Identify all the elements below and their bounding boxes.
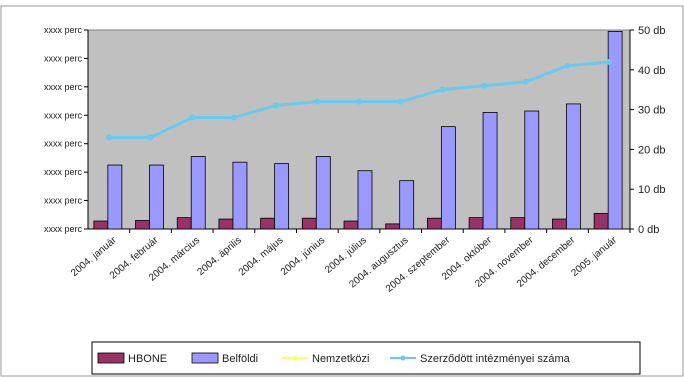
bar-hbone-8 (426, 217, 442, 230)
bar-hbone-12 (593, 212, 609, 230)
line-point-12 (606, 58, 613, 65)
line-point-9 (481, 82, 488, 89)
bar-belf-ldi-11 (566, 103, 581, 230)
legend-swatch (97, 352, 125, 364)
right-axis-tick-label: 40 db (638, 65, 666, 77)
legend-box (91, 341, 641, 375)
left-axis-tick-label: xxxx perc (44, 25, 83, 35)
line-point-7 (397, 98, 404, 105)
line-point-1 (147, 134, 154, 141)
left-axis-tick-label: xxxx perc (44, 82, 83, 92)
bar-belf-ldi-10 (524, 110, 540, 230)
bar-belf-ldi-1 (149, 164, 164, 230)
line-point-0 (105, 134, 112, 141)
right-axis-tick-label: 50 db (638, 25, 666, 37)
bar-belf-ldi-8 (440, 126, 456, 230)
bar-belf-ldi-9 (482, 112, 498, 230)
line-point-10 (522, 78, 529, 85)
bar-belf-ldi-5 (315, 156, 331, 230)
line-point-3 (230, 114, 237, 121)
bar-hbone-9 (468, 217, 484, 230)
left-axis-tick-label: xxxx perc (44, 167, 83, 177)
bar-hbone-5 (301, 217, 317, 230)
legend-swatch (191, 352, 219, 364)
right-axis-tick-label: 10 db (638, 184, 666, 196)
bar-belf-ldi-4 (274, 163, 290, 230)
bar-belf-ldi-6 (357, 170, 373, 230)
bar-hbone-1 (135, 220, 150, 230)
right-axis-tick-label: 0 db (638, 224, 659, 236)
bar-belf-ldi-7 (399, 180, 415, 230)
bar-belf-ldi-3 (232, 161, 248, 230)
bar-belf-ldi-0 (107, 164, 123, 230)
bar-belf-ldi-2 (190, 156, 206, 230)
legend-label: Szerződött intézményei száma (420, 353, 571, 365)
bar-hbone-4 (260, 217, 276, 230)
bar-hbone-2 (176, 217, 192, 230)
bar-hbone-10 (510, 217, 526, 230)
left-axis-tick-label: xxxx perc (44, 224, 83, 234)
line-point-4 (272, 102, 279, 109)
line-point-8 (439, 86, 446, 93)
line-point-5 (314, 98, 321, 105)
right-axis-tick-label: 30 db (638, 105, 666, 117)
legend-marker (292, 355, 298, 361)
line-point-11 (564, 62, 571, 69)
legend-label: Belföldi (222, 353, 258, 365)
bar-hbone-7 (385, 223, 401, 230)
bar-hbone-0 (93, 220, 109, 230)
bar-belf-ldi-12 (607, 31, 623, 230)
legend-marker (400, 355, 406, 361)
bar-hbone-11 (552, 218, 567, 230)
right-axis-tick-label: 20 db (638, 144, 666, 156)
left-axis-tick-label: xxxx perc (44, 139, 83, 149)
legend-label: HBONE (128, 353, 167, 365)
legend-label: Nemzetközi (312, 353, 369, 365)
bar-hbone-3 (218, 218, 234, 230)
line-point-2 (189, 114, 196, 121)
left-axis-tick-label: xxxx perc (44, 53, 83, 63)
line-point-6 (356, 98, 362, 105)
bar-hbone-6 (343, 220, 359, 230)
left-axis-tick-label: xxxx perc (44, 196, 83, 206)
left-axis-tick-label: xxxx perc (44, 110, 83, 120)
